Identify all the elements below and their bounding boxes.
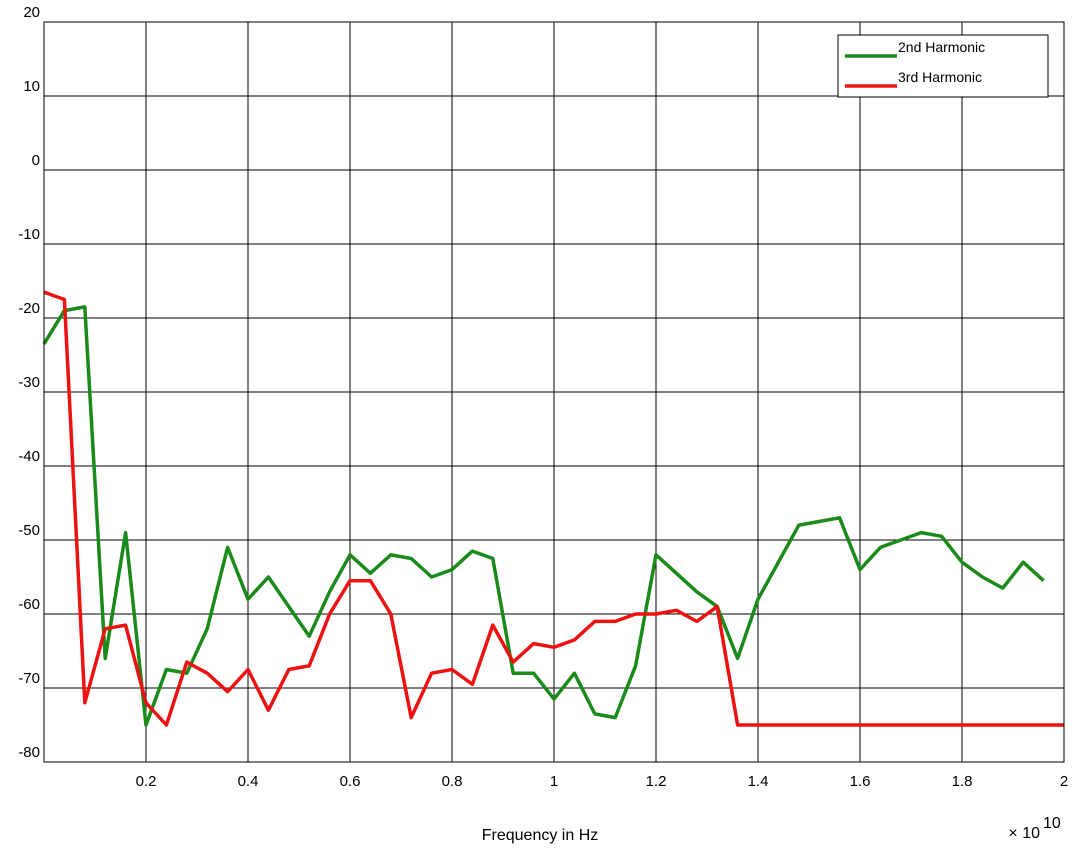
y-tick-label: 0 [32, 152, 40, 169]
x-tick-label: 0.4 [238, 773, 259, 790]
y-tick-label: -40 [18, 448, 40, 465]
x-tick-label: 1 [550, 773, 558, 790]
x-tick-label: 1.2 [646, 773, 667, 790]
y-tick-label: -30 [18, 374, 40, 391]
legend-label: 3rd Harmonic [898, 69, 982, 85]
series-layer [42, 290, 1064, 727]
y-tick-label: -10 [18, 226, 40, 243]
x-tick-label: 1.4 [748, 773, 769, 790]
y-tick-label: -70 [18, 670, 40, 687]
y-tick-label: -80 [18, 744, 40, 761]
x-tick-label: 0.6 [340, 773, 361, 790]
series-line-third-harmonic [43, 290, 1064, 727]
x-axis-multiplier-exponent: 10 [1043, 815, 1061, 832]
y-tick-label: 10 [23, 78, 40, 95]
x-tick-label: 2 [1060, 773, 1068, 790]
legend: 2nd Harmonic 3rd Harmonic [837, 34, 1049, 98]
y-axis-ticks: 20 10 0 -10 -20 -30 -40 -50 -60 -70 -80 [18, 4, 40, 761]
x-tick-label: 0.2 [136, 773, 157, 790]
series-line-second-harmonic [42, 305, 1045, 727]
y-tick-label: -20 [18, 300, 40, 317]
x-tick-label: 1.6 [850, 773, 871, 790]
legend-label: 2nd Harmonic [898, 39, 985, 55]
x-axis-ticks: 0.2 0.4 0.6 0.8 1 1.2 1.4 1.6 1.8 2 [136, 773, 1069, 790]
y-tick-label: -60 [18, 596, 40, 613]
x-axis-label: Frequency in Hz [482, 827, 599, 844]
x-axis-multiplier: × 10 [1008, 825, 1040, 842]
y-tick-label: 20 [23, 4, 40, 21]
legend-entries: 2nd Harmonic 3rd Harmonic [845, 39, 985, 88]
x-tick-label: 0.8 [442, 773, 463, 790]
plot-frame [43, 21, 1065, 763]
x-tick-label: 1.8 [952, 773, 973, 790]
y-tick-label: -50 [18, 522, 40, 539]
